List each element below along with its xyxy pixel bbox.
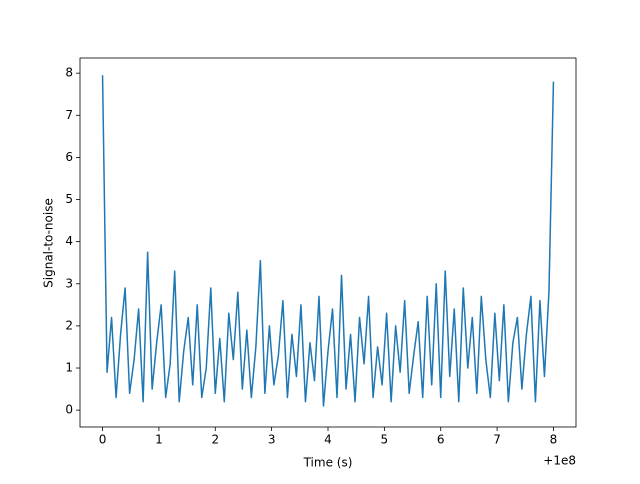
line xyxy=(101,75,555,407)
y-tick-label: 2 xyxy=(65,318,73,332)
x-tick-label: 0 xyxy=(99,433,107,447)
x-tick-label: 2 xyxy=(211,433,219,447)
y-axis-label: Signal-to-noise xyxy=(42,198,56,288)
x-tick-label: 8 xyxy=(550,433,558,447)
y-tick-label: 0 xyxy=(65,403,73,417)
x-tick-label: 5 xyxy=(381,433,389,447)
x-tick-label: 3 xyxy=(268,433,276,447)
y-tick-label: 8 xyxy=(65,66,73,80)
x-offset-label: +1e8 xyxy=(543,454,576,468)
y-tick-label: 4 xyxy=(65,234,73,248)
y-tick-label: 6 xyxy=(65,150,73,164)
x-tick-label: 1 xyxy=(155,433,163,447)
y-tick-label: 3 xyxy=(65,276,73,290)
x-tick-label: 6 xyxy=(437,433,445,447)
x-axis-label: Time (s) xyxy=(303,456,353,470)
x-tick-label: 7 xyxy=(493,433,501,447)
y-tick-label: 1 xyxy=(65,361,73,375)
x-tick-label: 4 xyxy=(324,433,332,447)
y-tick-label: 5 xyxy=(65,192,73,206)
y-tick-label: 7 xyxy=(65,108,73,122)
